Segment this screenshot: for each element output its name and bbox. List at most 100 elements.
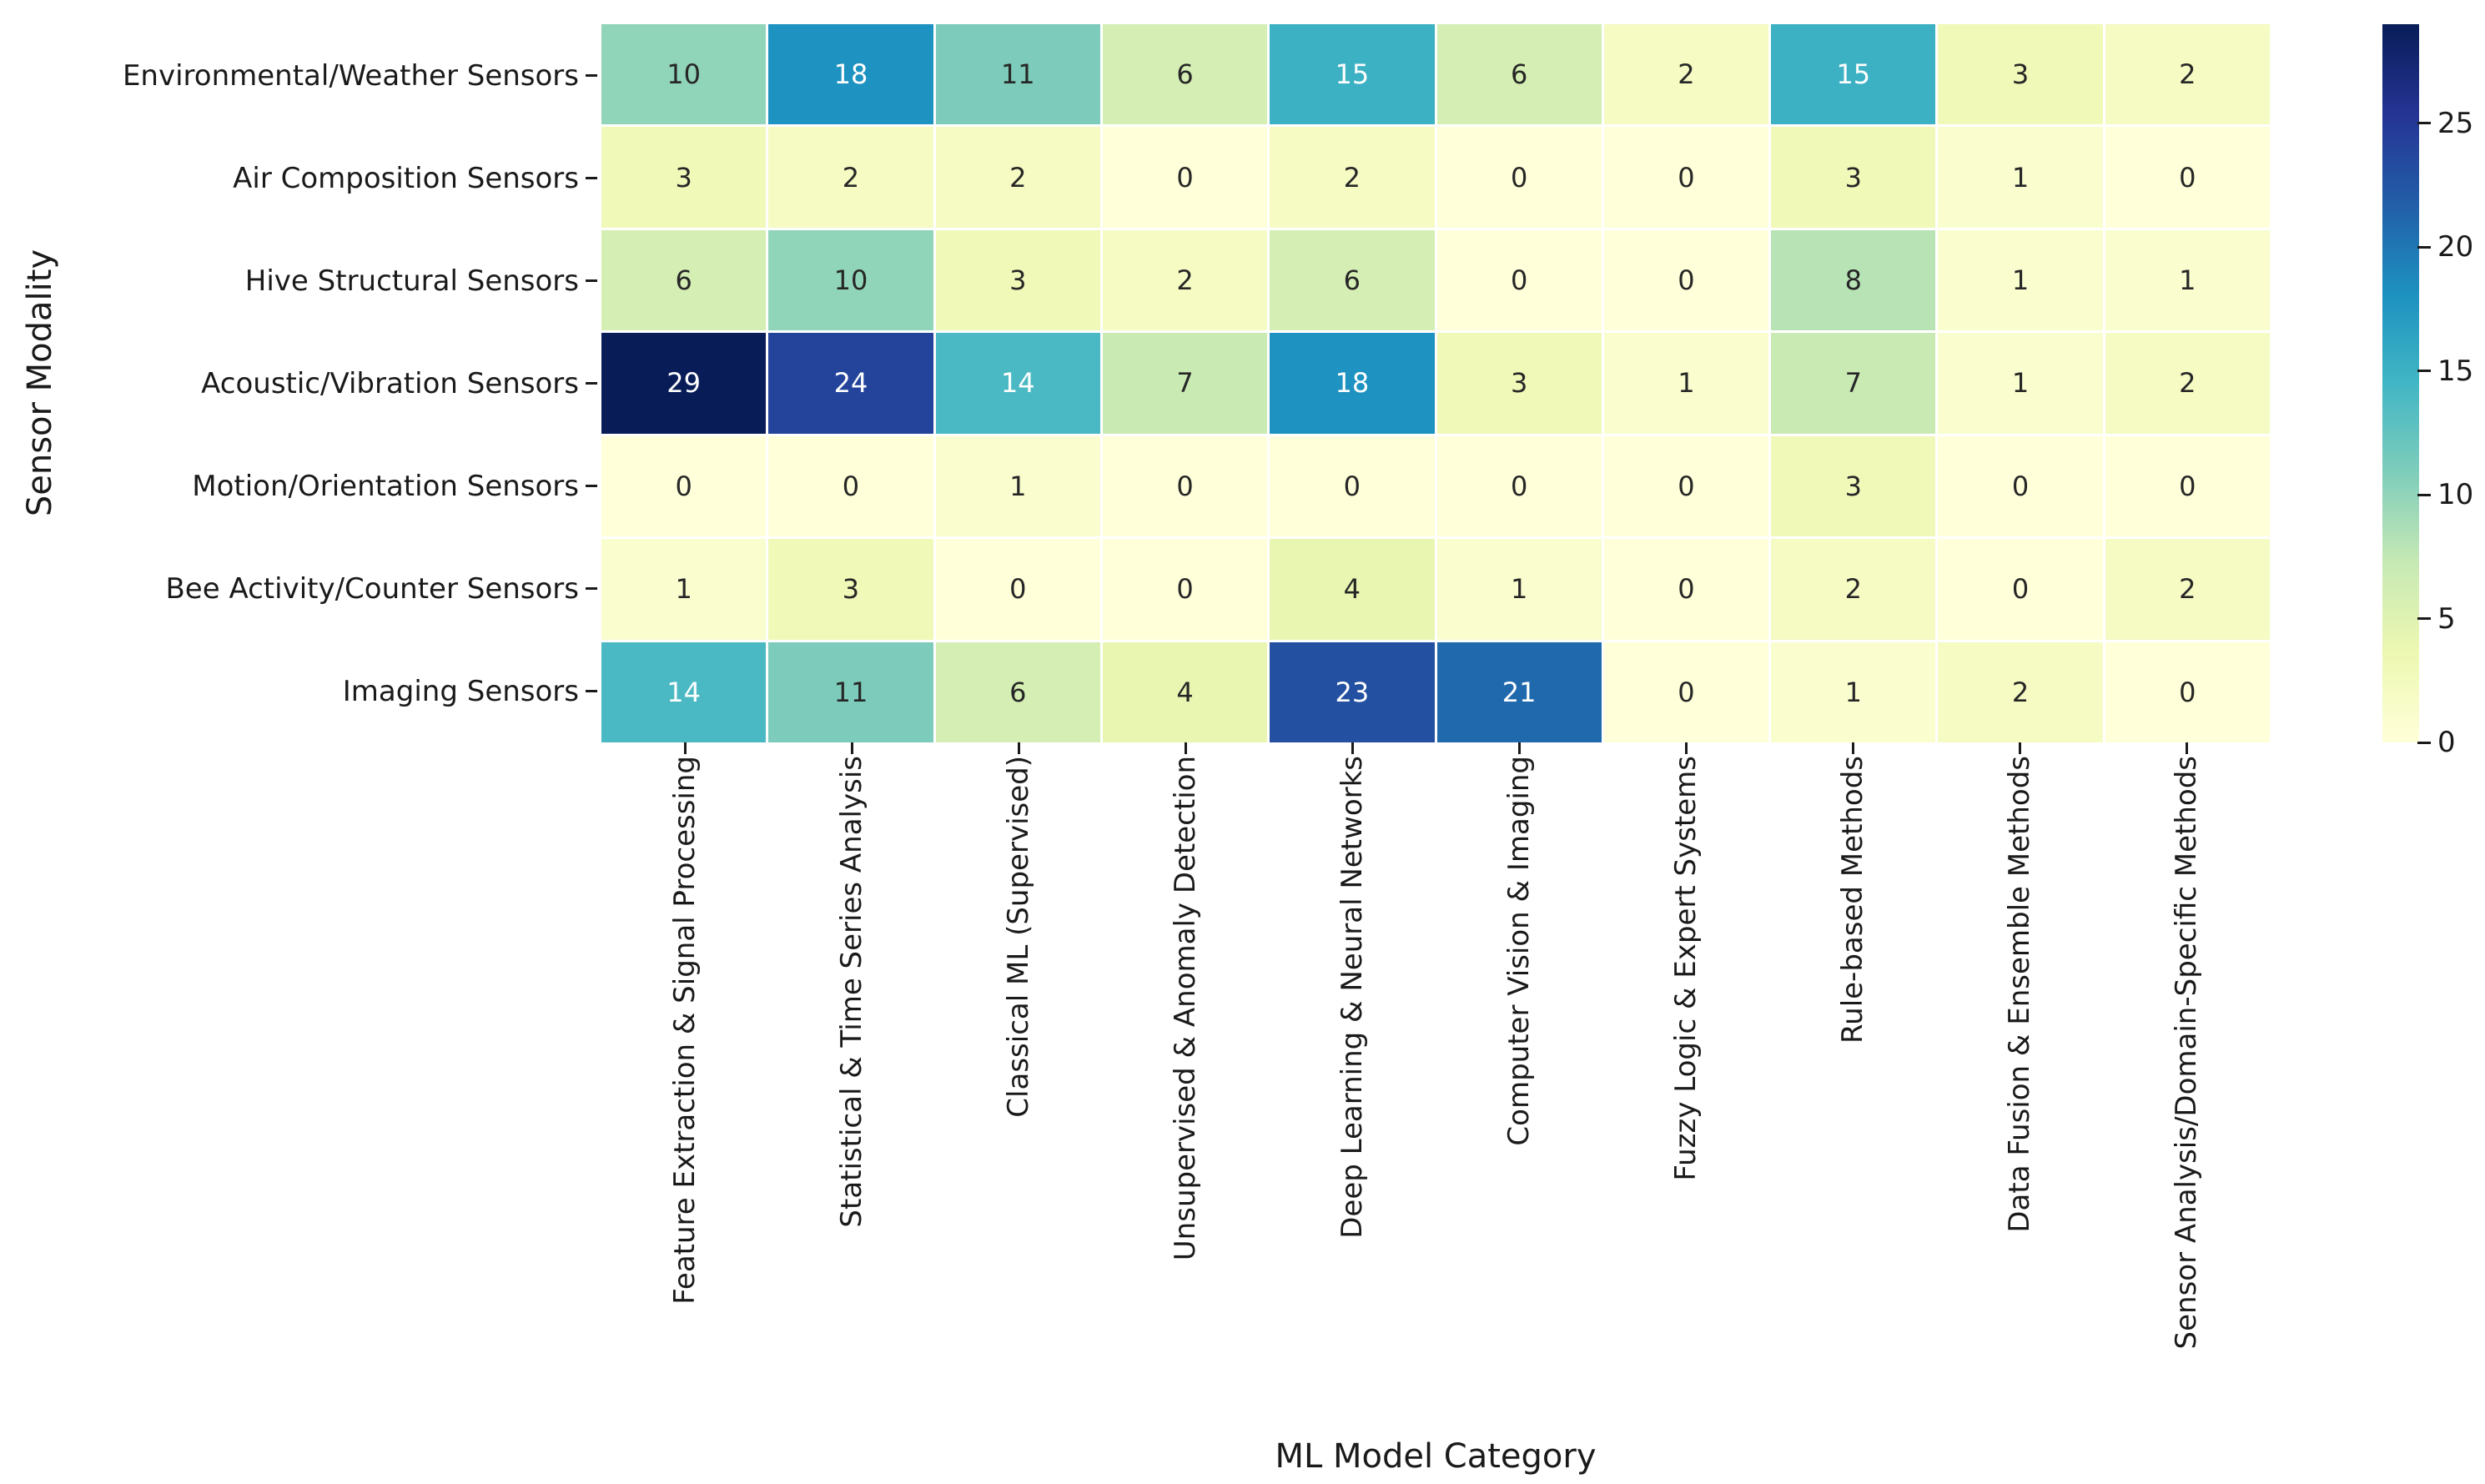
x-tick-label: Fuzzy Logic & Expert Systems: [1669, 756, 1703, 1181]
heatmap-cell: 6: [1270, 229, 1435, 331]
heatmap-cell: 0: [1436, 435, 1602, 537]
cell-value: 2: [1678, 58, 1695, 91]
cell-value: 2: [2179, 58, 2196, 91]
cell-value: 0: [1510, 161, 1528, 194]
heatmap-cell: 2: [2105, 24, 2270, 125]
heatmap-cell: 0: [601, 435, 767, 537]
heatmap-cell: 21: [1436, 641, 1602, 742]
heatmap-cell: 0: [1102, 539, 1268, 640]
cell-value: 11: [833, 676, 868, 708]
heatmap-cell: 2: [768, 127, 933, 228]
cell-value: 1: [675, 573, 692, 606]
cell-value: 0: [2179, 676, 2196, 708]
cell-value: 6: [675, 264, 692, 297]
x-tick-mark: [1017, 742, 1020, 754]
heatmap-cell: 0: [935, 539, 1100, 640]
cell-value: 10: [667, 58, 701, 91]
cell-value: 0: [1009, 573, 1027, 606]
heatmap-cell: 0: [1603, 229, 1769, 331]
heatmap-cell: 1: [1603, 333, 1769, 434]
heatmap-cell: 0: [2105, 435, 2270, 537]
cell-value: 3: [842, 573, 860, 606]
y-tick-label: Bee Activity/Counter Sensors: [165, 571, 579, 606]
heatmap-cell: 15: [1270, 24, 1435, 125]
heatmap-cell: 6: [1436, 24, 1602, 125]
cell-value: 2: [2179, 573, 2196, 606]
heatmap-cell: 7: [1771, 333, 1936, 434]
heatmap-cell: 2: [1270, 127, 1435, 228]
heatmap-cell: 0: [1603, 435, 1769, 537]
cell-value: 0: [675, 470, 692, 502]
cell-value: 3: [1009, 264, 1027, 297]
cell-value: 0: [1176, 161, 1194, 194]
cell-value: 21: [1502, 676, 1537, 708]
cell-value: 0: [1176, 573, 1194, 606]
cell-value: 0: [2179, 470, 2196, 502]
cell-value: 4: [1176, 676, 1194, 708]
heatmap-cell: 18: [1270, 333, 1435, 434]
cell-value: 24: [833, 367, 868, 400]
cell-value: 3: [2011, 58, 2030, 91]
y-tick-label: Environmental/Weather Sensors: [122, 58, 579, 93]
cell-value: 14: [667, 676, 701, 708]
y-tick-label: Air Composition Sensors: [233, 161, 579, 195]
cell-value: 0: [1678, 161, 1695, 194]
y-tick-mark: [586, 74, 597, 77]
heatmap-cell: 2: [2105, 539, 2270, 640]
colorbar-tick-mark: [2417, 493, 2431, 496]
heatmap-cell: 1: [1938, 127, 2103, 228]
cell-value: 1: [1678, 367, 1695, 400]
cell-value: 6: [1009, 676, 1027, 708]
heatmap-cell: 6: [935, 641, 1100, 742]
cell-value: 2: [2011, 676, 2030, 708]
heatmap-cell: 1: [1938, 229, 2103, 331]
heatmap-cell: 3: [1771, 435, 1936, 537]
colorbar-tick-mark: [2417, 370, 2431, 373]
heatmap-cell: 0: [2105, 641, 2270, 742]
cell-value: 3: [1844, 470, 1862, 502]
heatmap-cell: 0: [1603, 127, 1769, 228]
heatmap-cell: 14: [935, 333, 1100, 434]
cell-value: 2: [1844, 573, 1862, 606]
cell-value: 0: [2011, 470, 2030, 502]
heatmap-cell: 23: [1270, 641, 1435, 742]
heatmap-cell: 0: [2105, 127, 2270, 228]
cell-value: 1: [1009, 470, 1027, 502]
y-tick-label: Imaging Sensors: [342, 674, 579, 708]
heatmap-cell: 10: [601, 24, 767, 125]
x-tick-label: Deep Learning & Neural Networks: [1336, 756, 1369, 1239]
cell-value: 6: [1176, 58, 1194, 91]
heatmap-cell: 1: [1938, 333, 2103, 434]
cell-value: 23: [1335, 676, 1370, 708]
heatmap-cell: 2: [1102, 229, 1268, 331]
cell-value: 0: [1678, 264, 1695, 297]
cell-value: 0: [1678, 573, 1695, 606]
heatmap-cell: 11: [768, 641, 933, 742]
x-tick-label: Feature Extraction & Signal Processing: [668, 756, 702, 1305]
cell-value: 15: [1836, 58, 1871, 91]
colorbar-tick-label: 10: [2437, 478, 2474, 512]
x-tick-mark: [1851, 742, 1854, 754]
cell-value: 0: [1343, 470, 1361, 502]
colorbar-tick-label: 5: [2437, 601, 2456, 636]
y-tick-mark: [586, 485, 597, 487]
heatmap-cell: 4: [1270, 539, 1435, 640]
heatmap-cell: 6: [601, 229, 767, 331]
heatmap-cell: 0: [1270, 435, 1435, 537]
cell-value: 1: [2011, 161, 2030, 194]
cell-value: 0: [1176, 470, 1194, 502]
cell-value: 6: [1343, 264, 1361, 297]
heatmap-cell: 0: [1102, 127, 1268, 228]
y-axis-title: Sensor Modality: [21, 249, 59, 517]
cell-value: 15: [1335, 58, 1370, 91]
cell-value: 7: [1844, 367, 1862, 400]
x-tick-mark: [1351, 742, 1354, 754]
heatmap-cell: 2: [935, 127, 1100, 228]
heatmap-cell: 3: [1771, 127, 1936, 228]
y-tick-mark: [586, 279, 597, 282]
heatmap-cell: 1: [935, 435, 1100, 537]
colorbar-tick-mark: [2417, 617, 2431, 621]
cell-value: 7: [1176, 367, 1194, 400]
cell-value: 0: [1510, 470, 1528, 502]
cell-value: 3: [1510, 367, 1528, 400]
